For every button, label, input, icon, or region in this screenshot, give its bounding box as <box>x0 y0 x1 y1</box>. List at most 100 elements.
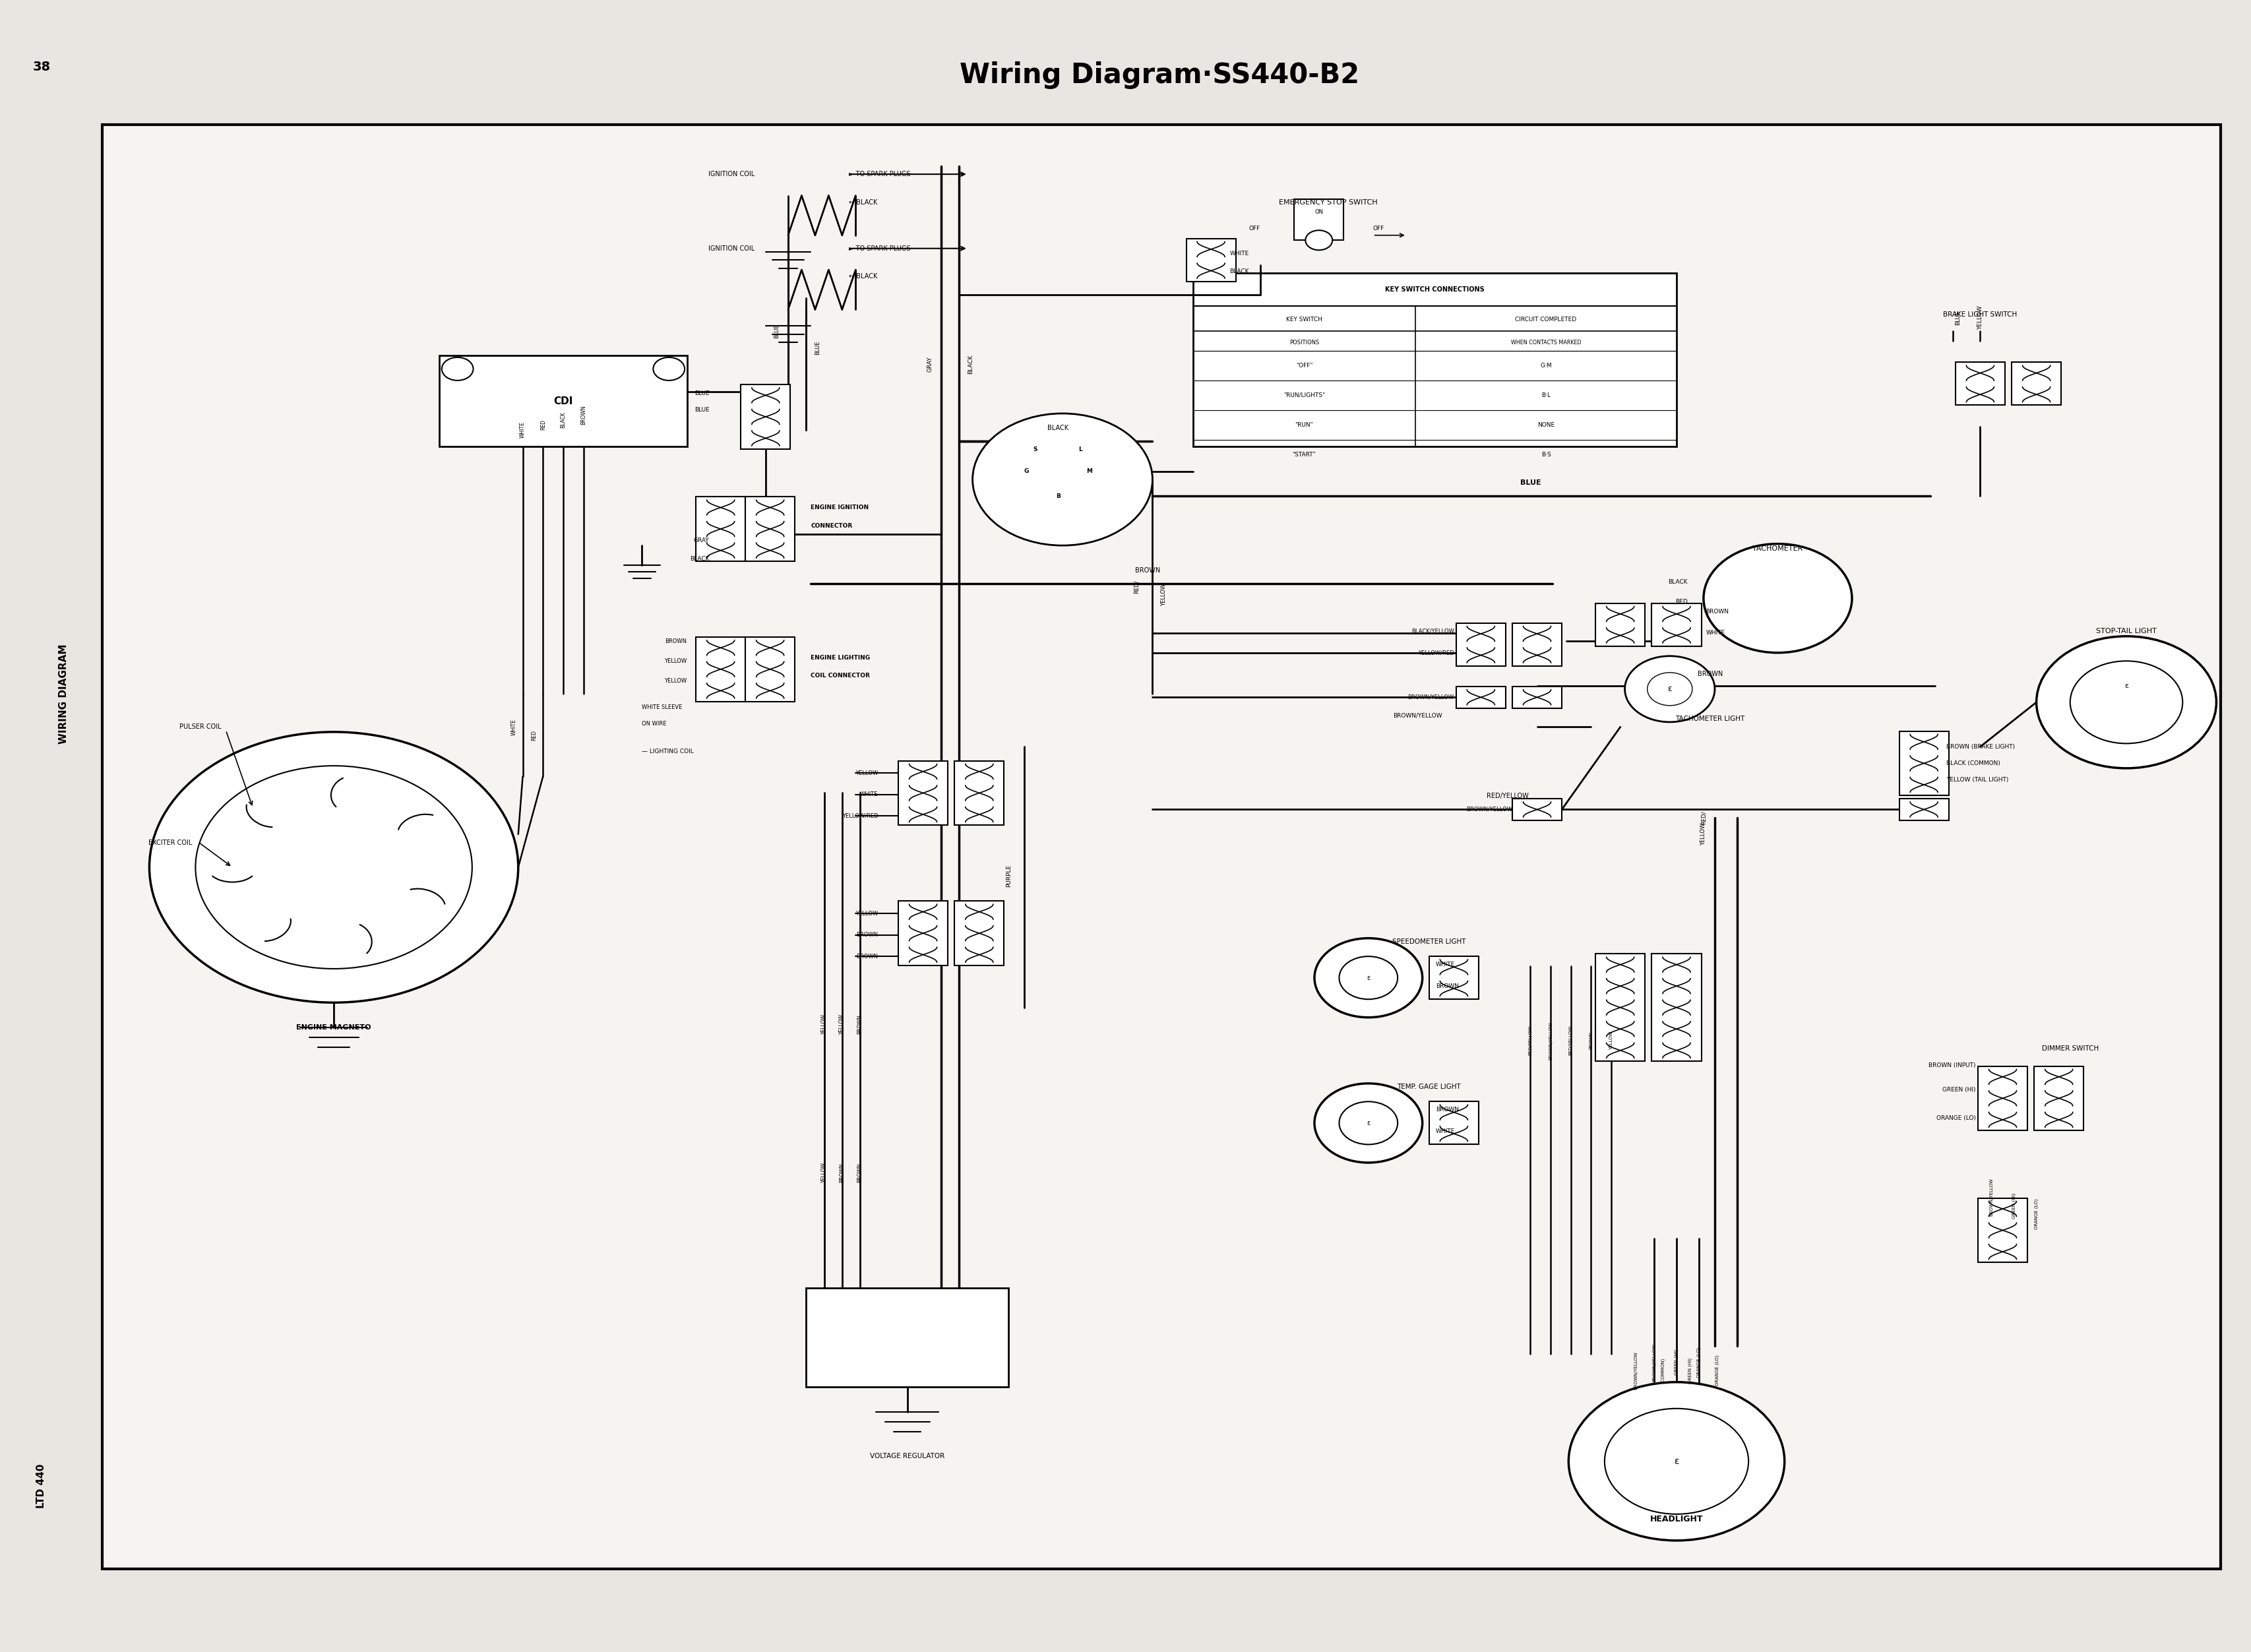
Text: YELLOW: YELLOW <box>855 770 878 776</box>
Text: DIMMER SWITCH: DIMMER SWITCH <box>2042 1046 2098 1052</box>
Text: ENGINE IGNITION: ENGINE IGNITION <box>810 504 869 510</box>
Circle shape <box>149 732 518 1003</box>
Bar <box>1513 623 1562 666</box>
Bar <box>696 497 745 562</box>
Circle shape <box>1569 1383 1785 1541</box>
Bar <box>898 900 948 965</box>
Text: GREEN (HI): GREEN (HI) <box>1943 1087 1976 1094</box>
Text: BLACK (COMMON): BLACK (COMMON) <box>1947 760 2001 767</box>
Text: YELLOW: YELLOW <box>1700 823 1706 846</box>
Circle shape <box>1339 957 1398 999</box>
Text: "OFF": "OFF" <box>1297 363 1312 368</box>
Text: 38: 38 <box>32 61 50 73</box>
Text: BROWN/YELLOW: BROWN/YELLOW <box>1990 1178 1994 1216</box>
Bar <box>806 1289 1008 1388</box>
Bar <box>1294 198 1344 240</box>
Text: ORANGE (LO): ORANGE (LO) <box>1697 1346 1702 1378</box>
Text: GRAY: GRAY <box>927 357 932 372</box>
Text: YELLOW: YELLOW <box>1976 306 1983 330</box>
Text: EXCITER COIL: EXCITER COIL <box>149 839 191 846</box>
Bar <box>1429 1102 1479 1145</box>
Text: ENGINE LIGHTING: ENGINE LIGHTING <box>810 654 871 661</box>
Text: BROWN: BROWN <box>1436 983 1459 990</box>
Text: Wiring Diagram·SS440-B2: Wiring Diagram·SS440-B2 <box>959 61 1360 89</box>
Text: RED: RED <box>1675 598 1688 605</box>
Circle shape <box>441 357 473 380</box>
Text: — LIGHTING COIL: — LIGHTING COIL <box>642 748 693 755</box>
Text: BROWN/YELLOW: BROWN/YELLOW <box>1549 1021 1553 1059</box>
Text: WHITE SLEEVE: WHITE SLEEVE <box>642 704 682 710</box>
Bar <box>2035 1066 2084 1130</box>
Text: OFF: OFF <box>1249 226 1261 231</box>
Circle shape <box>1306 230 1333 249</box>
Bar <box>101 124 2222 1569</box>
Text: ORANGE (LO): ORANGE (LO) <box>1715 1355 1720 1386</box>
Text: L: L <box>1078 446 1083 453</box>
Text: BROWN: BROWN <box>1436 1107 1459 1113</box>
Bar <box>954 762 1004 826</box>
Text: TACHOMETER: TACHOMETER <box>1754 545 1803 552</box>
Text: YELLOW: YELLOW <box>1162 583 1166 606</box>
Text: ← BLACK: ← BLACK <box>849 198 878 205</box>
Text: CDI: CDI <box>554 396 574 406</box>
Circle shape <box>2071 661 2183 743</box>
Text: WHEN CONTACTS MARKED: WHEN CONTACTS MARKED <box>1510 340 1580 345</box>
Text: WHITE: WHITE <box>511 719 518 735</box>
Text: BROWN: BROWN <box>664 638 687 644</box>
Bar <box>1652 953 1702 1061</box>
Circle shape <box>1704 544 1853 653</box>
Text: ε: ε <box>1366 975 1371 981</box>
Text: PULSER COIL: PULSER COIL <box>180 724 221 730</box>
Circle shape <box>196 767 473 968</box>
Text: NONE: NONE <box>1537 421 1555 428</box>
Text: YELLOW/RED: YELLOW/RED <box>842 813 878 819</box>
Text: STOP-TAIL LIGHT: STOP-TAIL LIGHT <box>2096 628 2156 634</box>
Text: YELLOW: YELLOW <box>822 1014 826 1034</box>
Text: G: G <box>1024 468 1029 474</box>
Text: GRAY: GRAY <box>693 537 709 544</box>
Text: BROWN/YELLOW: BROWN/YELLOW <box>1407 694 1454 700</box>
Text: BROWN: BROWN <box>1697 671 1722 677</box>
Text: BROWN: BROWN <box>858 1014 862 1034</box>
Text: ε: ε <box>1668 684 1672 694</box>
Text: BLUE: BLUE <box>693 390 709 396</box>
Text: YELLOW: YELLOW <box>855 910 878 917</box>
Bar <box>898 762 948 826</box>
Text: BROWN (BRAKE LIGHT): BROWN (BRAKE LIGHT) <box>1947 743 2015 750</box>
Text: RED/YELLOW: RED/YELLOW <box>1528 1026 1533 1056</box>
Bar <box>1456 687 1506 709</box>
Bar <box>741 385 790 449</box>
Bar <box>1900 800 1949 821</box>
Text: YELLOW: YELLOW <box>664 677 687 684</box>
Bar <box>1652 603 1702 646</box>
Text: WHITE: WHITE <box>1229 251 1249 256</box>
Text: GREEN (HI): GREEN (HI) <box>2012 1193 2017 1219</box>
Text: WHITE: WHITE <box>520 421 527 438</box>
Circle shape <box>2037 636 2217 768</box>
Text: ORANGE (LO): ORANGE (LO) <box>1936 1115 1976 1122</box>
Text: RED/: RED/ <box>1135 580 1139 593</box>
Circle shape <box>1605 1409 1749 1515</box>
Text: YELLOW/RED: YELLOW/RED <box>1418 649 1454 656</box>
Circle shape <box>653 357 684 380</box>
Circle shape <box>1315 938 1423 1018</box>
Bar <box>1596 953 1645 1061</box>
Text: BLACK: BLACK <box>560 411 567 428</box>
Text: RED/YELLOW: RED/YELLOW <box>1488 793 1528 800</box>
Bar <box>1513 687 1562 709</box>
Text: ON WIRE: ON WIRE <box>642 720 666 727</box>
Bar <box>1456 623 1506 666</box>
Text: RED/YELLOW: RED/YELLOW <box>1569 1026 1573 1056</box>
Text: BROWN: BROWN <box>1706 608 1729 615</box>
Text: SPEEDOMETER LIGHT: SPEEDOMETER LIGHT <box>1393 938 1465 945</box>
Text: ON: ON <box>1315 210 1324 215</box>
Text: ← BLACK: ← BLACK <box>849 273 878 279</box>
Text: BLUE: BLUE <box>693 406 709 413</box>
Text: COIL CONNECTOR: COIL CONNECTOR <box>810 672 869 679</box>
Text: BROWN: BROWN <box>840 1163 844 1183</box>
Text: RED: RED <box>531 730 538 740</box>
Text: BROWN: BROWN <box>1135 567 1162 573</box>
Circle shape <box>1648 672 1693 705</box>
Text: BROWN/YELLOW: BROWN/YELLOW <box>1634 1351 1639 1389</box>
Text: B: B <box>1056 492 1060 499</box>
